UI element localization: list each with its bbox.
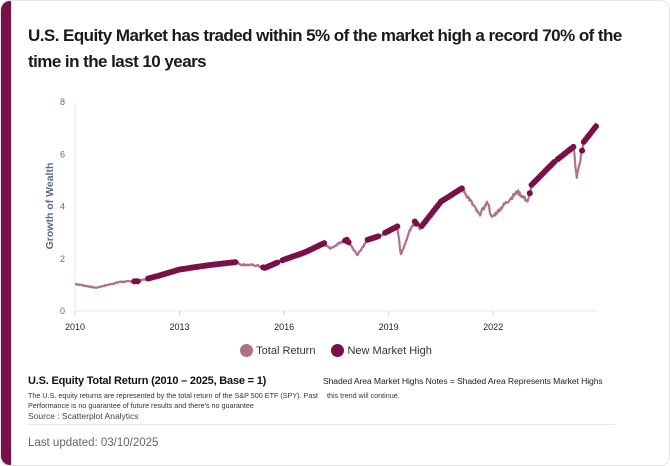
new-high-point — [394, 223, 401, 230]
x-tick-label: 2016 — [274, 322, 294, 332]
chart-title: U.S. Equity Market has traded within 5% … — [28, 26, 622, 71]
x-tick-label: 2022 — [483, 322, 503, 332]
new-high-point — [345, 239, 352, 246]
new-high-point — [134, 278, 141, 285]
y-tick-label: 8 — [60, 97, 65, 107]
y-tick-label: 6 — [60, 149, 65, 159]
axes: 0 2 4 6 8 2010 2013 2016 2019 2022 — [60, 97, 598, 332]
legend-item-total-return[interactable]: Total Return — [240, 344, 315, 357]
new-high-point — [413, 220, 420, 227]
new-market-high-series — [131, 123, 600, 285]
legend-label: Total Return — [256, 344, 316, 357]
total-return-line — [74, 122, 598, 289]
new-high-point — [593, 123, 600, 130]
new-high-point — [232, 259, 239, 266]
footer-note: Shaded Area Market Highs Notes = Shaded … — [323, 376, 603, 386]
legend-dot-icon — [331, 344, 345, 357]
new-high-point — [570, 143, 577, 150]
new-high-point — [458, 185, 465, 192]
footer-title: U.S. Equity Total Return (2010 – 2025, B… — [28, 375, 267, 387]
footer-source: Source : Scatterplot Analytics — [28, 411, 139, 421]
last-updated: Last updated: 03/10/2025 — [28, 437, 159, 449]
new-high-point — [526, 190, 533, 197]
legend-item-new-market-high[interactable]: New Market High — [331, 344, 432, 357]
footer-note-continued: this trend will continue. — [327, 391, 400, 400]
legend-dot-icon — [240, 344, 254, 357]
divider — [28, 424, 615, 425]
new-high-point — [579, 147, 586, 154]
y-tick-label: 0 — [60, 306, 65, 316]
new-high-point — [321, 240, 328, 247]
x-tick-label: 2013 — [170, 322, 190, 332]
new-high-point — [274, 259, 281, 266]
legend: Total Return New Market High — [1, 344, 669, 357]
accent-bar — [1, 1, 11, 465]
y-tick-label: 2 — [60, 254, 65, 264]
footer-description: The U.S. equity returns are represented … — [28, 391, 318, 410]
x-tick-label: 2019 — [379, 322, 399, 332]
legend-label: New Market High — [347, 344, 432, 357]
y-tick-label: 4 — [60, 202, 65, 212]
total-return-series — [74, 122, 598, 289]
new-high-point — [375, 233, 382, 240]
x-tick-label: 2010 — [65, 322, 85, 332]
y-axis-label: Growth of Wealth — [44, 163, 56, 250]
